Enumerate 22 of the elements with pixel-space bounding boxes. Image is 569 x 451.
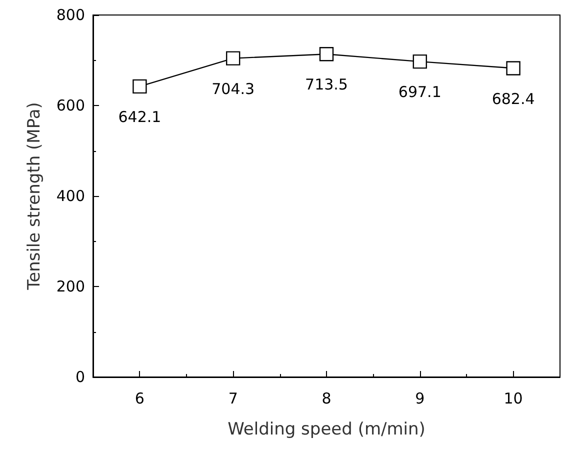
y-tick-label: 400 [56, 187, 85, 205]
data-label: 682.4 [492, 90, 535, 108]
y-tick-label: 0 [75, 368, 85, 386]
y-axis-title: Tensile strength (MPa) [24, 102, 44, 291]
x-tick-label: 8 [322, 390, 332, 408]
data-label: 697.1 [398, 83, 442, 102]
y-tick-label: 200 [56, 278, 85, 296]
data-label: 642.1 [118, 108, 162, 126]
point [506, 61, 520, 76]
y-tick-label: 800 [56, 6, 85, 24]
point [319, 47, 334, 62]
x-tick-label: 10 [504, 390, 523, 408]
point [226, 51, 240, 66]
x-axis-title: Welding speed (m/min) [228, 420, 426, 440]
point [412, 54, 427, 69]
point [132, 79, 147, 94]
data-label: 704.3 [212, 80, 255, 98]
x-tick-label: 7 [228, 390, 238, 408]
x-tick-label: 6 [134, 390, 144, 408]
y-tick-label: 600 [56, 96, 85, 114]
data-label: 713.5 [305, 76, 348, 94]
x-tick-label: 9 [415, 390, 425, 408]
